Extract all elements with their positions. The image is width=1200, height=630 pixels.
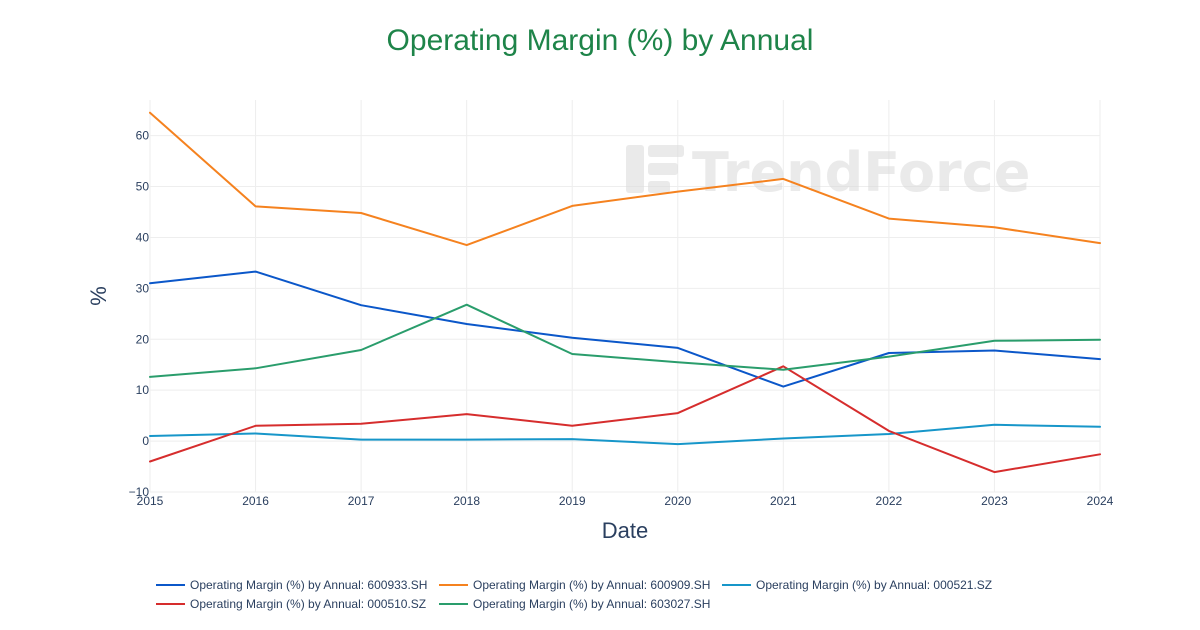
x-axis-title: Date: [602, 518, 648, 543]
x-tick-label: 2021: [770, 494, 797, 508]
legend-item[interactable]: Operating Margin (%) by Annual: 000510.S…: [156, 597, 426, 611]
legend-item[interactable]: Operating Margin (%) by Annual: 000521.S…: [722, 578, 992, 592]
chart-title: Operating Margin (%) by Annual: [387, 24, 814, 57]
watermark-logo-bar-2: [648, 145, 684, 157]
x-tick-label: 2023: [981, 494, 1008, 508]
legend-item[interactable]: Operating Margin (%) by Annual: 600933.S…: [156, 578, 427, 592]
y-tick-label: −10: [129, 485, 150, 499]
y-axis-title: %: [86, 286, 111, 306]
series-line-5[interactable]: [149, 303, 1101, 378]
series-lines: [149, 111, 1101, 474]
legend-item[interactable]: Operating Margin (%) by Annual: 600909.S…: [439, 578, 710, 592]
series-line-1[interactable]: [149, 270, 1101, 388]
watermark-text: TrendForce: [692, 141, 1030, 204]
y-tick-label: 30: [136, 281, 150, 295]
y-tick-label: 0: [142, 434, 149, 448]
series-line-3[interactable]: [149, 423, 1101, 446]
trendforce-watermark: TrendForce: [626, 141, 1030, 204]
legend-label: Operating Margin (%) by Annual: 603027.S…: [473, 597, 710, 611]
legend-label: Operating Margin (%) by Annual: 600909.S…: [473, 578, 710, 592]
legend-label: Operating Margin (%) by Annual: 000521.S…: [756, 578, 992, 592]
x-tick-label: 2018: [453, 494, 480, 508]
watermark-logo-bar-4: [648, 181, 670, 193]
x-tick-label: 2022: [876, 494, 903, 508]
y-tick-label: 10: [136, 383, 150, 397]
y-tick-label: 20: [136, 332, 150, 346]
x-tick-label: 2017: [348, 494, 375, 508]
x-tick-label: 2024: [1087, 494, 1114, 508]
watermark-logo-bar-1: [626, 145, 644, 193]
y-tick-label: 60: [136, 129, 150, 143]
legend: Operating Margin (%) by Annual: 600933.S…: [156, 578, 992, 611]
legend-label: Operating Margin (%) by Annual: 600933.S…: [190, 578, 427, 592]
y-tick-label: 40: [136, 230, 150, 244]
series-line-2[interactable]: [149, 111, 1101, 247]
x-tick-label: 2016: [242, 494, 269, 508]
watermark-logo-bar-3: [648, 163, 678, 175]
series-line-4[interactable]: [149, 365, 1101, 474]
legend-label: Operating Margin (%) by Annual: 000510.S…: [190, 597, 426, 611]
legend-item[interactable]: Operating Margin (%) by Annual: 603027.S…: [439, 597, 710, 611]
x-tick-label: 2020: [664, 494, 691, 508]
x-tick-label: 2019: [559, 494, 586, 508]
axes: 2015 2016 2017 2018 2019 2020 2021 2022 2023 2024…: [129, 129, 1114, 508]
x-tick-label: 2015: [137, 494, 164, 508]
y-tick-label: 50: [136, 180, 150, 194]
